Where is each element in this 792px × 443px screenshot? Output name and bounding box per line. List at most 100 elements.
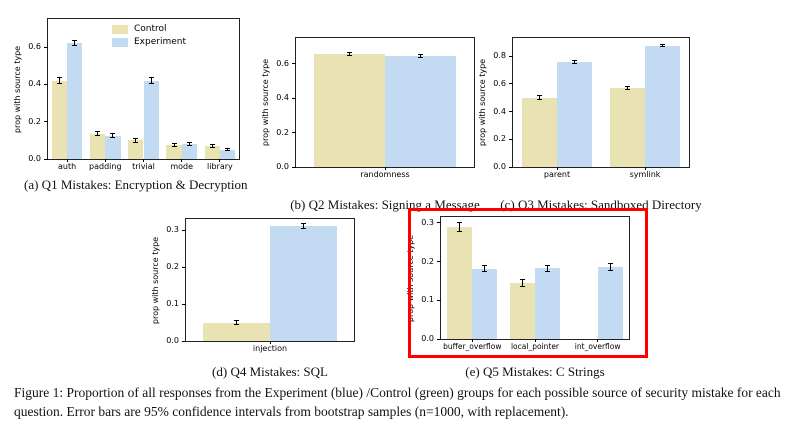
error-bar-cap xyxy=(186,145,192,147)
experiment-color-swatch xyxy=(112,38,128,47)
error-bar-cap xyxy=(225,150,231,152)
x-tick-mark xyxy=(143,159,144,162)
y-axis-label-wrap: prop with source type xyxy=(405,217,417,339)
bar-experiment-trivial xyxy=(143,80,159,159)
error-bar xyxy=(112,133,114,138)
error-bar-cap xyxy=(110,133,116,135)
error-bar-cap xyxy=(148,77,154,79)
error-bar-cap xyxy=(624,89,630,91)
y-tick-label: 0.2 xyxy=(166,262,179,272)
error-bar-cap xyxy=(519,278,525,280)
x-tick-label: trivial xyxy=(132,162,155,171)
y-tick-label: 0.2 xyxy=(493,134,506,144)
y-tick-mark xyxy=(292,97,296,99)
bar-experiment-symlink xyxy=(645,45,681,167)
subcaption-q1: (a) Q1 Mistakes: Encryption & Decryption xyxy=(24,177,248,192)
y-tick-mark xyxy=(509,138,513,140)
y-tick-mark xyxy=(44,158,48,160)
bar-control-auth xyxy=(51,80,68,159)
error-bar-cap xyxy=(418,56,424,58)
error-bar-cap xyxy=(233,319,239,321)
error-bar-cap xyxy=(346,55,352,57)
error-bar-cap xyxy=(660,44,666,46)
error-bar-cap xyxy=(457,221,463,223)
error-bar-cap xyxy=(624,85,630,87)
bar-experiment-injection xyxy=(270,226,338,341)
y-tick-label: 0.0 xyxy=(166,336,179,345)
error-bar xyxy=(58,77,60,84)
legend-item-experiment: Experiment xyxy=(112,38,186,47)
error-bar xyxy=(626,86,628,90)
error-bar-cap xyxy=(225,147,231,149)
error-bar-cap xyxy=(572,60,578,62)
error-bar-cap xyxy=(209,146,215,148)
error-bar-cap xyxy=(171,143,177,144)
error-bar xyxy=(227,148,229,151)
x-tick-mark xyxy=(219,159,221,162)
bar-control-buffer_overflow xyxy=(447,226,473,339)
y-tick-label: 0.2 xyxy=(276,127,289,137)
chart-q3-axes: prop with source type 0.0 0.2 0.4 0.6 0.8 pare… xyxy=(479,37,690,179)
error-bar-cap xyxy=(346,52,352,54)
error-bar-cap xyxy=(233,324,239,326)
x-tick-mark xyxy=(556,167,558,170)
error-bar-cap xyxy=(482,271,488,273)
legend-item-control: Control xyxy=(112,25,186,34)
bar-experiment-local_pointer xyxy=(535,268,561,339)
y-tick-label: 0.6 xyxy=(276,58,289,68)
error-bar xyxy=(662,44,664,47)
x-tick-mark xyxy=(104,159,106,162)
bar-control-symlink xyxy=(609,87,645,167)
y-tick-label: 0.4 xyxy=(493,106,506,116)
error-bar xyxy=(420,54,422,58)
subcaption-q2: (b) Q2 Mistakes: Signing a Message xyxy=(290,197,480,212)
y-axis-label: prop with source type xyxy=(151,236,161,324)
y-tick-label: 0.4 xyxy=(28,79,41,89)
y-tick-label: 0.3 xyxy=(421,217,434,227)
y-tick-label: 0.0 xyxy=(28,154,41,163)
x-tick-mark xyxy=(534,339,536,342)
y-tick-label: 0.0 xyxy=(421,334,434,343)
x-tick-label: mode xyxy=(170,162,194,171)
error-bar-cap xyxy=(56,76,62,78)
bar-experiment-library xyxy=(219,149,236,159)
error-bar-cap xyxy=(519,285,525,287)
y-tick-mark xyxy=(182,229,186,231)
error-bar-cap xyxy=(418,54,424,56)
error-bar xyxy=(211,144,213,148)
x-tick-label: auth xyxy=(58,162,77,171)
y-tick-mark xyxy=(182,340,186,342)
bar-experiment-parent xyxy=(557,62,593,167)
bar-control-library xyxy=(204,145,220,159)
y-tick-label: 0.0 xyxy=(493,162,506,171)
error-bar-cap xyxy=(209,143,215,145)
bar-control-injection xyxy=(202,322,270,341)
x-tick-mark xyxy=(597,339,599,342)
error-bar xyxy=(459,222,461,232)
x-tick-label: int_overflow xyxy=(574,342,621,351)
error-bar-cap xyxy=(110,136,116,138)
error-bar xyxy=(609,263,611,271)
bar-control-local_pointer xyxy=(509,282,535,339)
bar-experiment-buffer_overflow xyxy=(472,268,498,339)
x-tick-label: injection xyxy=(252,344,288,353)
error-bar-cap xyxy=(95,135,101,137)
error-bar xyxy=(521,279,523,287)
y-tick-mark xyxy=(509,55,513,57)
error-bar-cap xyxy=(301,223,307,225)
x-tick-mark xyxy=(384,167,386,170)
y-tick-mark xyxy=(292,63,296,65)
y-tick-mark xyxy=(509,111,513,113)
y-tick-label: 0.6 xyxy=(28,42,41,51)
error-bar xyxy=(188,142,190,146)
error-bar xyxy=(574,60,576,64)
error-bar-cap xyxy=(545,270,551,272)
figure-caption: Figure 1: Proportion of all responses fr… xyxy=(14,385,781,419)
x-tick-label: library xyxy=(207,162,233,171)
error-bar-cap xyxy=(536,95,542,97)
bar-control-padding xyxy=(90,133,106,159)
chart-q2-axes: prop with source type 0.0 0.2 0.4 0.6 randomn… xyxy=(262,37,475,179)
error-bar-cap xyxy=(572,63,578,65)
error-bar-cap xyxy=(72,40,78,42)
